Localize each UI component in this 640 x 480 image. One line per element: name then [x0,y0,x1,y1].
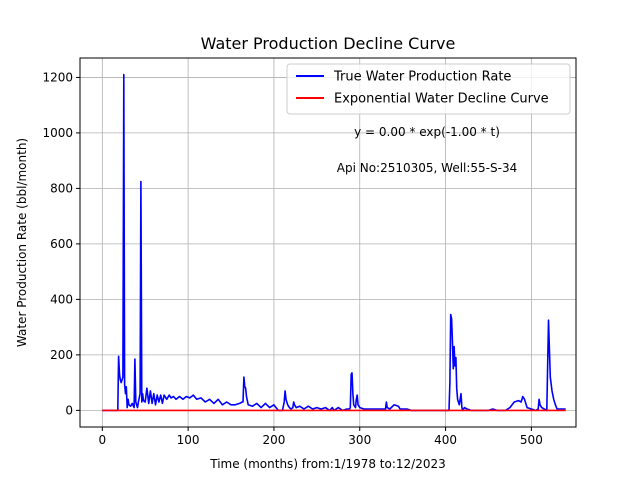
axes-frame [79,57,577,428]
y-tick-label: 600 [50,237,73,251]
x-tick-label: 300 [348,433,371,447]
legend: True Water Production Rate Exponential W… [286,63,571,115]
true-water-production-line [102,73,566,412]
x-axis-label: Time (months) from:1/1978 to:12/2023 [209,457,446,471]
y-tick-label: 800 [50,181,73,195]
axis-ticks: 0 100 200 300 400 500 0 200 400 600 800 1000 1200 [42,70,542,447]
y-tick-label: 1200 [42,70,73,84]
equation-annotation: y = 0.00 * exp(-1.00 * t) [354,125,500,139]
plot-series [102,73,566,412]
x-tick-label: 400 [434,433,457,447]
y-tick-label: 400 [50,292,73,306]
legend-label-true-rate: True Water Production Rate [333,70,511,85]
x-tick-label: 200 [262,433,285,447]
grid [80,58,576,427]
chart-title: Water Production Decline Curve [201,34,456,53]
y-axis-label: Water Production Rate (bbl/month) [15,138,29,347]
y-tick-label: 200 [50,348,73,362]
legend-label-exponential: Exponential Water Decline Curve [334,92,549,107]
legend-box [286,63,571,115]
y-tick-label: 1000 [42,126,73,140]
x-tick-label: 500 [520,433,543,447]
x-tick-label: 100 [177,433,200,447]
x-tick-label: 0 [98,433,106,447]
well-annotation: Api No:2510305, Well:55-S-34 [337,161,517,175]
y-tick-label: 0 [65,403,73,417]
